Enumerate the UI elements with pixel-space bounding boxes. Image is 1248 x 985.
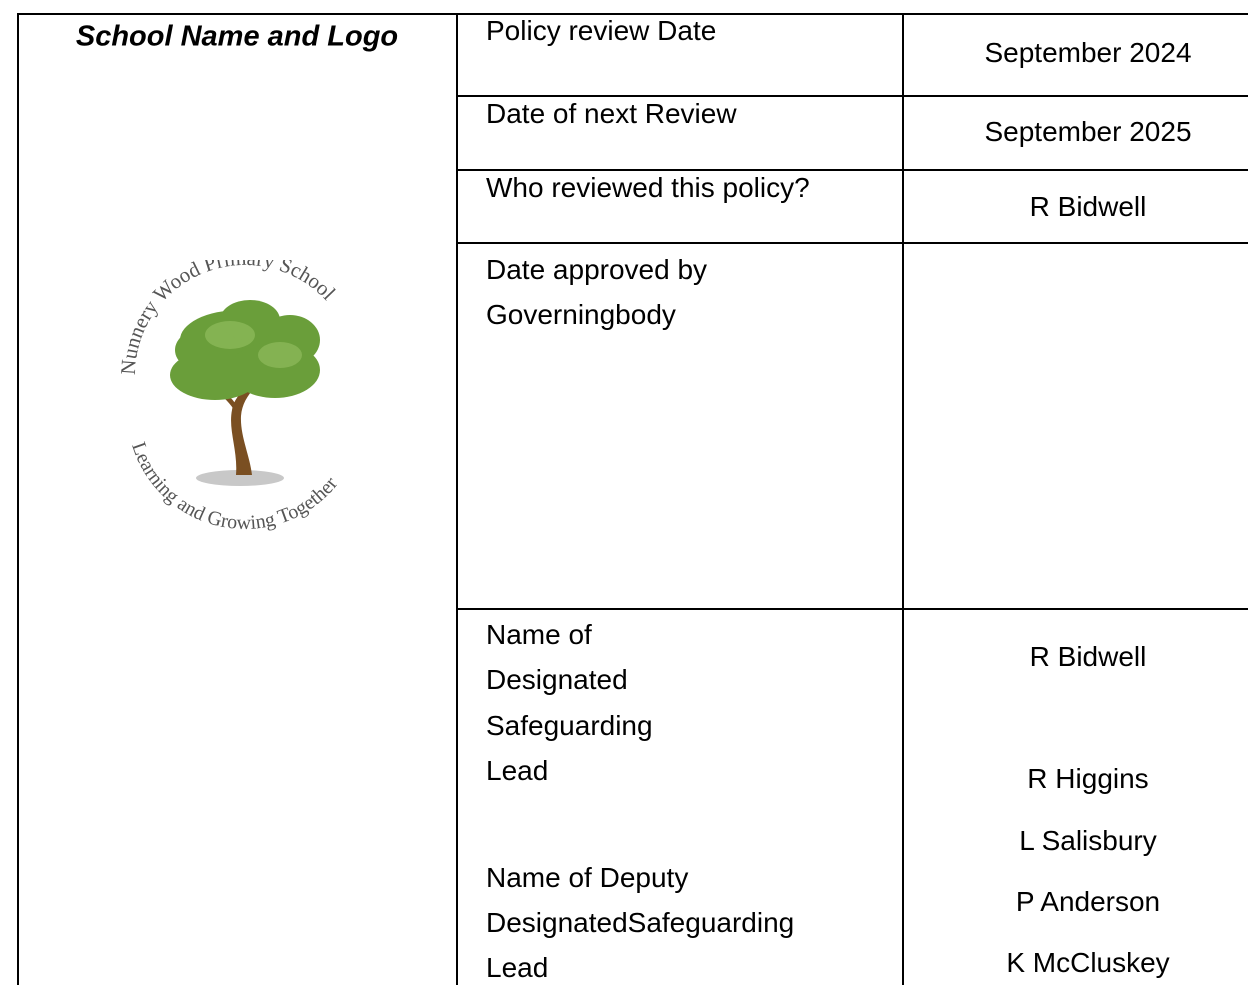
border <box>456 608 1248 610</box>
row-label: DesignatedSafeguarding <box>486 907 795 938</box>
border <box>456 242 1248 244</box>
row-value: R Bidwell <box>1029 641 1147 672</box>
row-label: Name of <box>486 619 592 650</box>
row-value: L Salisbury <box>1019 825 1157 856</box>
border <box>456 95 1248 97</box>
row-value: R Bidwell <box>1029 191 1147 222</box>
row-label: Who reviewed this policy? <box>486 172 810 203</box>
row-value: K McCluskey <box>1006 947 1170 978</box>
row-label: Designated <box>486 664 628 695</box>
border <box>902 13 904 985</box>
row-value: P Anderson <box>1015 886 1161 917</box>
row-value: September 2024 <box>984 37 1192 68</box>
row-value: R Higgins <box>1027 763 1149 794</box>
header-title: School Name and Logo <box>75 20 399 53</box>
row-label: Date approved by <box>486 254 708 285</box>
border <box>456 169 1248 171</box>
border <box>17 13 1248 15</box>
row-label: Lead <box>486 755 549 786</box>
row-label: Date of next Review <box>486 98 737 129</box>
logo-bottom-text: Learning and Growing Together <box>127 439 342 534</box>
row-label: Governingbody <box>486 299 676 330</box>
row-label: Lead <box>486 952 549 983</box>
border <box>17 13 19 985</box>
row-value: September 2025 <box>984 116 1192 147</box>
logo-bottom-text: Learning and Growing Together <box>127 439 342 534</box>
school-logo: Nunnery Wood Primary School Learning and… <box>116 260 342 534</box>
row-label: Name of Deputy <box>486 862 689 893</box>
row-label: Policy review Date <box>486 15 717 46</box>
border <box>456 13 458 985</box>
row-label: Safeguarding <box>486 710 653 741</box>
